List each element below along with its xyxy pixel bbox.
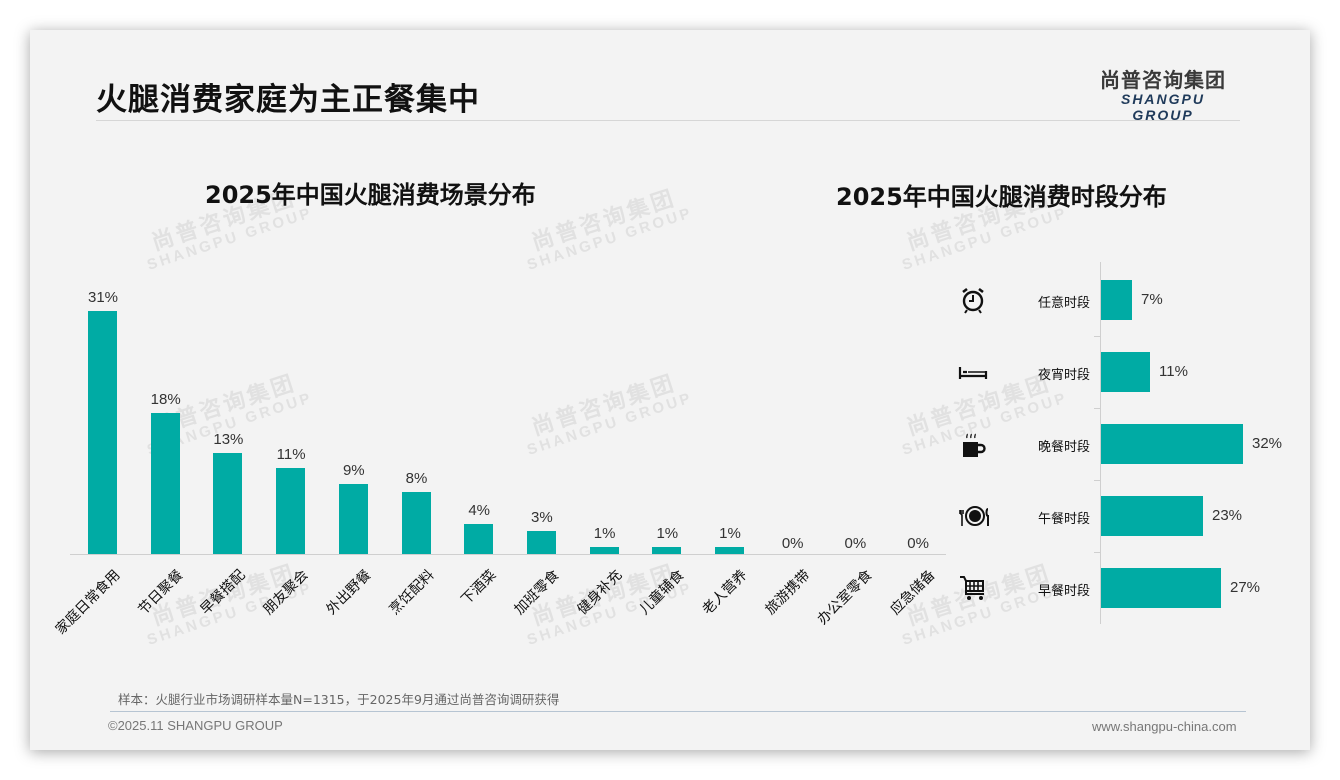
logo-en: SHANGPU GROUP [1120, 91, 1205, 123]
bar-value-label: 0% [907, 535, 929, 552]
left-chart-title: 2025年中国火腿消费场景分布 [205, 181, 536, 209]
x-axis-line [70, 554, 946, 555]
category-label: 节日聚餐 [135, 567, 187, 619]
bar [715, 547, 744, 555]
bar-value-label: 3% [531, 509, 553, 526]
sample-note: 样本：火腿行业市场调研样本量N=1315，于2025年9月通过尚普咨询调研获得 [118, 692, 560, 707]
bar-value-label: 7% [1141, 291, 1163, 308]
category-label: 家庭日常食用 [52, 567, 124, 638]
category-label: 应急储备 [887, 567, 939, 619]
bar [1101, 568, 1221, 608]
category-label: 早餐时段 [1037, 584, 1090, 599]
axis-tick [1094, 408, 1100, 409]
footer-website: www.shangpu-china.com [1092, 719, 1237, 734]
bar-value-label: 0% [844, 535, 867, 552]
category-label: 老人营养 [699, 567, 751, 619]
bar-value-label: 0% [781, 535, 804, 552]
category-label: 午餐时段 [1037, 512, 1090, 527]
bar [88, 311, 117, 555]
bar [652, 547, 682, 555]
plate-cutlery-icon [958, 501, 989, 531]
watermark: 尚普咨询集团 SHANGPU GROUP [525, 185, 695, 274]
bar-value-label: 11% [276, 446, 306, 463]
bar-value-label: 1% [719, 525, 741, 542]
bar-value-label: 8% [405, 470, 428, 487]
category-label: 夜宵时段 [1037, 368, 1090, 383]
bar-value-label: 1% [593, 525, 616, 542]
bar-value-label: 13% [213, 431, 244, 448]
bar [1101, 424, 1243, 464]
category-label: 早餐搭配 [197, 567, 249, 619]
shopping-cart-icon [958, 573, 988, 603]
bar [338, 484, 368, 555]
footer-copyright: ©2025.11 SHANGPU GROUP [108, 718, 283, 733]
category-label: 加班零食 [511, 567, 563, 619]
bed-icon [958, 357, 988, 387]
alarm-clock-icon [958, 285, 988, 315]
bar-value-label: 4% [468, 502, 491, 519]
logo: 尚普咨询集团 SHANGPU GROUP [1088, 64, 1238, 123]
axis-tick [1094, 336, 1100, 337]
bar [150, 413, 180, 555]
bar-value-label: 1% [656, 525, 679, 542]
bar [213, 453, 243, 555]
bar-value-label: 32% [1252, 435, 1283, 452]
coffee-cup-icon [958, 429, 988, 459]
logo-cn: 尚普咨询集团 [1100, 68, 1226, 92]
category-label: 晚餐时段 [1037, 440, 1090, 455]
bar-value-label: 9% [342, 462, 365, 479]
category-label: 朋友聚会 [260, 567, 312, 619]
bar [276, 468, 306, 555]
title-divider [96, 120, 1240, 121]
bar [1101, 352, 1150, 392]
category-label: 外出野餐 [323, 567, 375, 619]
axis-tick [1094, 552, 1100, 553]
category-label: 烹饪配料 [386, 567, 437, 619]
category-label: 办公室零食 [815, 567, 876, 628]
right-chart-title: 2025年中国火腿消费时段分布 [836, 183, 1167, 211]
bar [1101, 496, 1203, 536]
category-label: 儿童辅食 [636, 567, 688, 619]
bar-value-label: 18% [150, 391, 181, 408]
bar [464, 524, 494, 555]
category-label: 旅游携带 [762, 567, 814, 619]
bar-value-label: 31% [87, 289, 119, 306]
bar-value-label: 11% [1159, 363, 1188, 380]
category-label: 任意时段 [1037, 296, 1090, 311]
y-axis-line [1100, 262, 1101, 624]
bar [526, 531, 556, 555]
category-label: 下酒菜 [458, 567, 500, 609]
bar [401, 492, 431, 555]
category-label: 健身补充 [574, 567, 626, 619]
watermark: 尚普咨询集团 SHANGPU GROUP [525, 370, 695, 459]
slide: 火腿消费家庭为主正餐集中 尚普咨询集团 SHANGPU GROUP 尚普咨询集团… [30, 30, 1310, 750]
axis-tick [1094, 480, 1100, 481]
bar [589, 547, 619, 555]
page-title: 火腿消费家庭为主正餐集中 [96, 82, 480, 118]
footer-divider [110, 711, 1246, 712]
bar-value-label: 27% [1230, 579, 1261, 596]
bar-value-label: 23% [1212, 507, 1243, 524]
bar [1101, 280, 1132, 320]
